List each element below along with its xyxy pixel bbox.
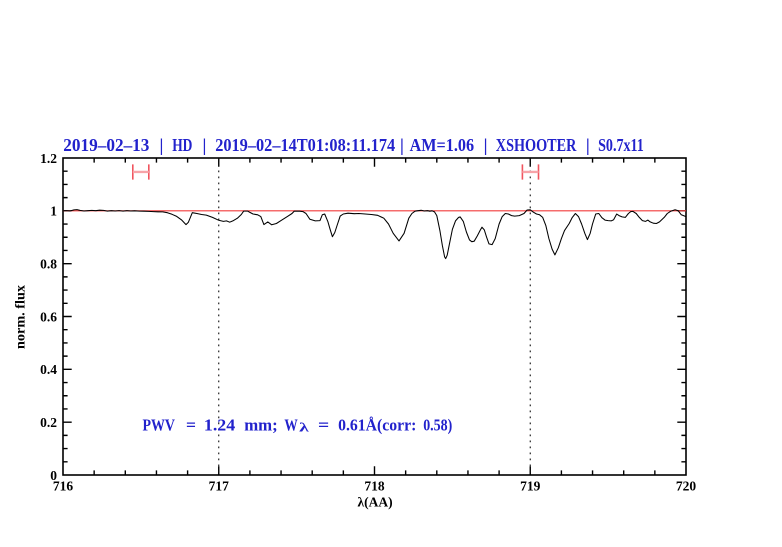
svg-text:1.2: 1.2 xyxy=(40,151,57,166)
svg-text:720: 720 xyxy=(676,479,697,494)
svg-text:0: 0 xyxy=(50,468,57,483)
svg-text:716: 716 xyxy=(53,479,74,494)
svg-text:717: 717 xyxy=(209,479,230,494)
svg-text:λ(AA): λ(AA) xyxy=(357,495,392,510)
svg-text:1: 1 xyxy=(50,204,57,219)
svg-text:norm. flux: norm. flux xyxy=(14,285,29,349)
svg-text:718: 718 xyxy=(364,479,385,494)
svg-text:719: 719 xyxy=(520,479,541,494)
svg-text:2019–02–13|HD|2019–02–14T01:08: 2019–02–13 | HD | 2019–02–14T01:08:11.174 | AM… xyxy=(63,135,644,155)
svg-text:0.6: 0.6 xyxy=(40,309,57,324)
svg-text:0.4: 0.4 xyxy=(40,362,57,377)
svg-text:0.8: 0.8 xyxy=(40,257,57,272)
svg-text:0.2: 0.2 xyxy=(40,415,57,430)
